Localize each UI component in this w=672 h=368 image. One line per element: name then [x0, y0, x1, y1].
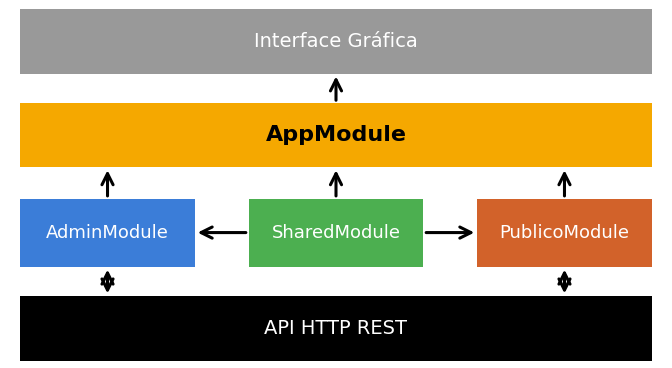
Text: AppModule: AppModule: [265, 125, 407, 145]
Text: API HTTP REST: API HTTP REST: [265, 319, 407, 338]
FancyBboxPatch shape: [20, 103, 652, 167]
FancyBboxPatch shape: [20, 296, 652, 361]
FancyBboxPatch shape: [20, 199, 195, 267]
FancyBboxPatch shape: [477, 199, 652, 267]
FancyBboxPatch shape: [20, 9, 652, 74]
Text: AdminModule: AdminModule: [46, 224, 169, 242]
Text: SharedModule: SharedModule: [271, 224, 401, 242]
Text: Interface Gráfica: Interface Gráfica: [254, 32, 418, 51]
FancyBboxPatch shape: [249, 199, 423, 267]
Text: PublicoModule: PublicoModule: [499, 224, 630, 242]
